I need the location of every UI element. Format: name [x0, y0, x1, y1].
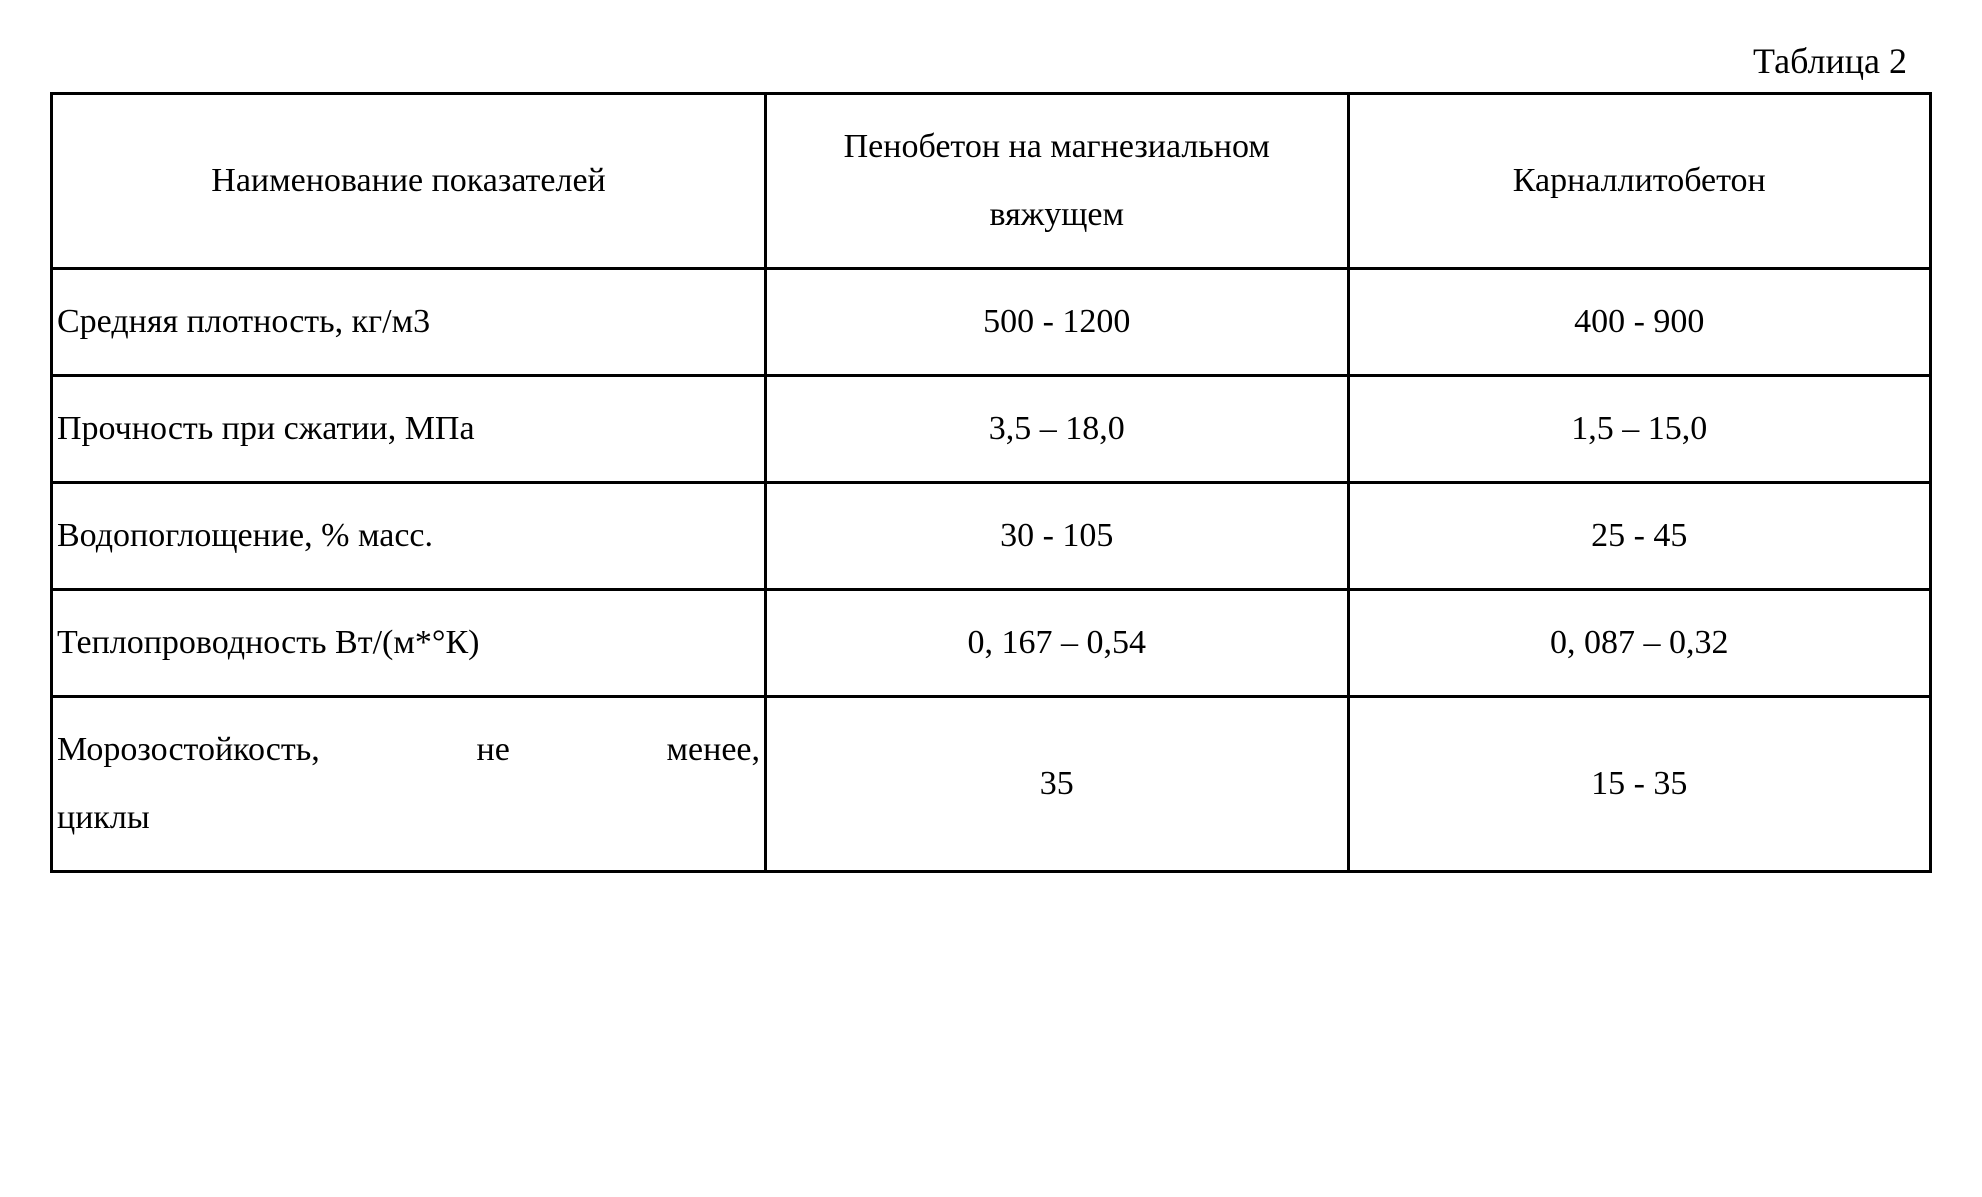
row-value-col1: 30 - 105 — [766, 483, 1348, 590]
row-label: Морозостойкость, не менее, циклы — [52, 697, 766, 872]
row-label: Прочность при сжатии, МПа — [52, 376, 766, 483]
comparison-table: Наименование показателей Пенобетон на ма… — [50, 92, 1932, 873]
table-row: Водопоглощение, % масс. 30 - 105 25 - 45 — [52, 483, 1931, 590]
header-indicators: Наименование показателей — [52, 94, 766, 269]
table-row: Средняя плотность, кг/м3 500 - 1200 400 … — [52, 269, 1931, 376]
table-row: Морозостойкость, не менее, циклы 35 15 -… — [52, 697, 1931, 872]
row-value-col1: 35 — [766, 697, 1348, 872]
header-foam-concrete: Пенобетон на магнезиальном вяжущем — [766, 94, 1348, 269]
row-label: Средняя плотность, кг/м3 — [52, 269, 766, 376]
header-carnallite-concrete: Карналлитобетон — [1348, 94, 1931, 269]
table-row: Прочность при сжатии, МПа 3,5 – 18,0 1,5… — [52, 376, 1931, 483]
table-row: Теплопроводность Вт/(м*°К) 0, 167 – 0,54… — [52, 590, 1931, 697]
table-caption: Таблица 2 — [50, 40, 1932, 82]
row-value-col1: 0, 167 – 0,54 — [766, 590, 1348, 697]
row-value-col2: 1,5 – 15,0 — [1348, 376, 1931, 483]
row-label: Теплопроводность Вт/(м*°К) — [52, 590, 766, 697]
row-value-col2: 15 - 35 — [1348, 697, 1931, 872]
row-value-col1: 500 - 1200 — [766, 269, 1348, 376]
row-value-col2: 0, 087 – 0,32 — [1348, 590, 1931, 697]
row-label-line2: циклы — [57, 784, 760, 852]
row-value-col2: 400 - 900 — [1348, 269, 1931, 376]
row-value-col2: 25 - 45 — [1348, 483, 1931, 590]
row-label-line1: Морозостойкость, не менее, — [57, 731, 760, 768]
table-header-row: Наименование показателей Пенобетон на ма… — [52, 94, 1931, 269]
row-label: Водопоглощение, % масс. — [52, 483, 766, 590]
row-value-col1: 3,5 – 18,0 — [766, 376, 1348, 483]
